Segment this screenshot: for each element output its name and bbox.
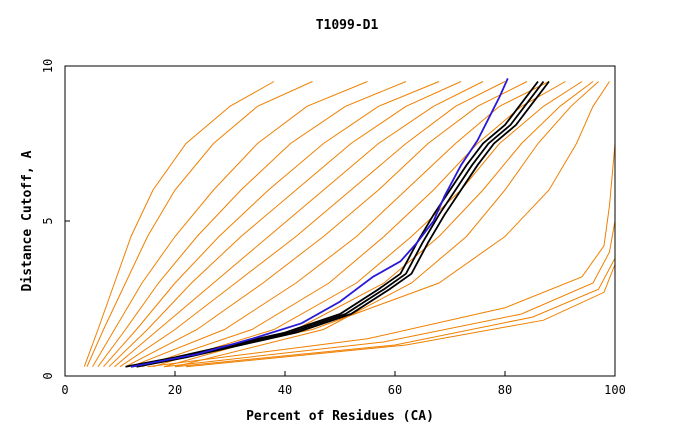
series-line-20 — [130, 80, 545, 368]
y-tick-label-2: 10 — [41, 59, 55, 73]
x-tick-label-4: 80 — [498, 383, 512, 397]
series-line-13 — [174, 81, 599, 368]
series-line-4 — [103, 81, 440, 368]
chart-title: T1099-D1 — [316, 18, 379, 33]
series-line-8 — [125, 81, 528, 368]
series-line-3 — [97, 81, 407, 367]
series-line-6 — [114, 81, 484, 368]
series-line-18 — [185, 81, 616, 368]
series-line-11 — [152, 81, 583, 368]
y-tick-label-1: 5 — [41, 217, 55, 224]
x-tick-label-2: 40 — [278, 383, 292, 397]
y-tick-label-0: 0 — [41, 372, 55, 379]
series-line-7 — [119, 81, 506, 368]
x-tick-label-0: 0 — [61, 383, 68, 397]
y-axis: 0 5 10 — [41, 59, 70, 380]
x-tick-label-3: 60 — [388, 383, 402, 397]
series-line-0 — [83, 81, 275, 367]
series-line-5 — [108, 81, 462, 368]
x-axis-label: Percent of Residues (CA) — [246, 409, 434, 424]
series-layer — [83, 78, 616, 368]
series-line-17 — [174, 81, 616, 368]
series-line-15 — [147, 81, 616, 368]
y-axis-label: Distance Cutoff, A — [20, 150, 35, 291]
series-line-14 — [130, 81, 610, 368]
series-line-22 — [130, 78, 509, 368]
x-tick-label-1: 20 — [168, 383, 182, 397]
series-line-21 — [136, 80, 550, 368]
series-line-1 — [86, 81, 313, 367]
series-line-12 — [163, 81, 594, 368]
x-tick-label-5: 100 — [604, 383, 626, 397]
series-line-2 — [92, 81, 368, 367]
x-axis: 0 20 40 60 80 100 — [61, 371, 626, 397]
